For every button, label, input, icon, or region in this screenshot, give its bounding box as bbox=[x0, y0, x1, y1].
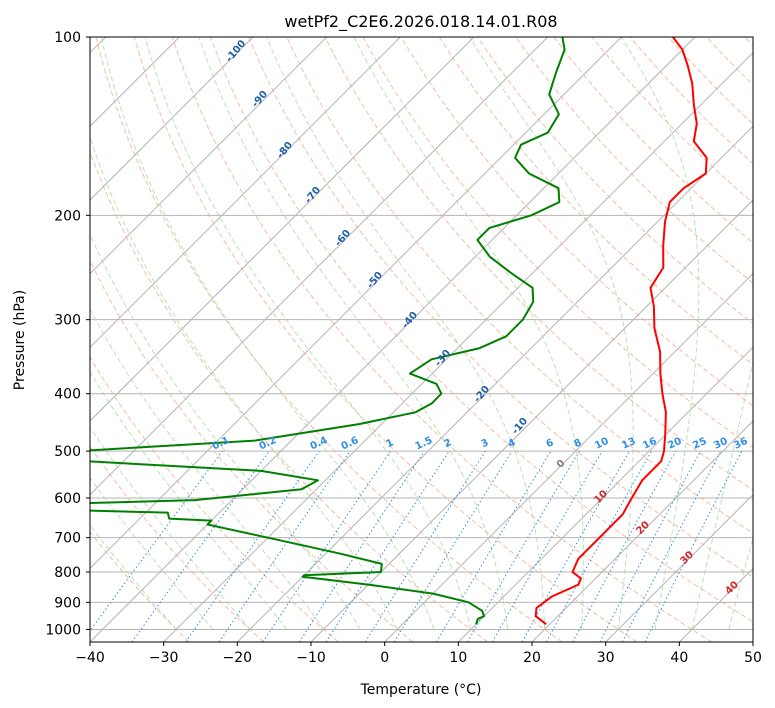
temperature-profile-line bbox=[534, 37, 708, 625]
mixing-ratio-line bbox=[572, 450, 677, 642]
y-tick-label: 100 bbox=[54, 30, 81, 46]
isotherm-line bbox=[90, 37, 549, 496]
x-tick-label: 30 bbox=[597, 650, 615, 666]
mixing-ratio-line bbox=[364, 450, 486, 642]
y-tick-label: 600 bbox=[54, 491, 81, 507]
moist-adiabat-line bbox=[144, 37, 472, 630]
mixing-ratio-line bbox=[90, 450, 223, 632]
moist-adiabat-line bbox=[100, 37, 435, 630]
mixing-ratio-label: 36 bbox=[732, 436, 749, 452]
x-tick-label: −30 bbox=[149, 650, 179, 666]
y-tick-label: 700 bbox=[54, 531, 81, 547]
mixing-ratio-label: 1 bbox=[384, 437, 395, 450]
dry-adiabat-line bbox=[95, 37, 563, 642]
dry-adiabat-line bbox=[90, 150, 488, 642]
isotherm-line bbox=[90, 37, 622, 570]
dry-adiabat-line bbox=[171, 37, 712, 642]
grid-layer bbox=[90, 37, 753, 642]
moist-adiabat-line bbox=[353, 37, 584, 630]
dry-adiabat-line bbox=[362, 37, 753, 449]
mixing-ratio-line bbox=[435, 450, 552, 642]
dry-adiabat-line bbox=[477, 37, 753, 325]
mixing-ratio-label: 25 bbox=[691, 436, 708, 452]
x-tick-label: 0 bbox=[380, 650, 389, 666]
dry-adiabat-line bbox=[324, 37, 753, 491]
mixing-ratio-label: 6 bbox=[544, 437, 555, 450]
x-tick-label: 20 bbox=[523, 650, 541, 666]
dry-adiabat-line bbox=[553, 37, 753, 244]
y-axis-label: Pressure (hPa) bbox=[12, 290, 28, 390]
mixing-ratio-line bbox=[467, 450, 580, 642]
isotherm-line bbox=[605, 493, 753, 642]
mixing-ratio-line bbox=[393, 450, 513, 642]
y-tick-label: 500 bbox=[54, 444, 81, 460]
mixing-ratio-label: 8 bbox=[572, 437, 583, 450]
mixing-ratio-label: 4 bbox=[506, 437, 517, 450]
plot-frame bbox=[89, 36, 754, 643]
isotherm-line bbox=[90, 37, 328, 275]
isotherm-line bbox=[163, 51, 753, 642]
isotherm-line bbox=[90, 37, 254, 201]
moist-adiabat-line bbox=[90, 308, 324, 630]
isotherm-line bbox=[384, 272, 753, 642]
dry-adiabat-line bbox=[438, 37, 753, 365]
moist-adiabat-line bbox=[90, 232, 361, 630]
mixing-ratio-label: 2 bbox=[442, 437, 453, 450]
dry-adiabat-line bbox=[591, 37, 753, 204]
isotherm-line bbox=[90, 37, 401, 349]
mixing-ratio-line bbox=[218, 450, 351, 642]
y-tick-label: 900 bbox=[54, 595, 81, 611]
isotherm-line bbox=[531, 420, 753, 642]
isotherm-line bbox=[236, 125, 753, 642]
mixing-ratio-label: 3 bbox=[479, 437, 490, 450]
mixing-ratio-label: 16 bbox=[641, 436, 658, 452]
y-tick-label: 1000 bbox=[45, 622, 81, 638]
y-axis: 1000 900 800 700 600 500 400 300 200 100 bbox=[45, 30, 90, 638]
dewpoint-profile-line bbox=[90, 37, 566, 625]
moist-adiabat-line bbox=[691, 358, 753, 630]
x-tick-label: −20 bbox=[223, 650, 253, 666]
x-axis: −40 −30 −20 −10 0 10 20 30 40 50 bbox=[75, 642, 762, 666]
mixing-ratio-label: 13 bbox=[620, 436, 637, 452]
mixing-ratio-line bbox=[325, 450, 450, 642]
mixing-ratio-line bbox=[521, 450, 630, 642]
dry-adiabat-line bbox=[248, 37, 753, 578]
mixing-ratio-line bbox=[185, 450, 320, 642]
mixing-ratio-label: 10 bbox=[593, 436, 610, 452]
dry-adiabat-line bbox=[133, 37, 638, 642]
moist-adiabat-line bbox=[469, 37, 634, 630]
moist-adiabat-line bbox=[266, 37, 546, 630]
isotherm-line bbox=[457, 346, 753, 642]
y-tick-label: 800 bbox=[54, 565, 81, 581]
y-tick-label: 200 bbox=[54, 208, 81, 224]
mixing-ratio-line bbox=[131, 450, 270, 642]
moist-adiabat-line bbox=[198, 37, 509, 630]
chart-title: wetPf2_C2E6.2026.018.14.01.R08 bbox=[284, 12, 557, 32]
dry-adiabat-line bbox=[286, 37, 753, 534]
x-tick-label: −40 bbox=[75, 650, 105, 666]
x-tick-label: 50 bbox=[744, 650, 762, 666]
x-tick-label: 40 bbox=[670, 650, 688, 666]
dry-adiabat-line bbox=[400, 37, 753, 407]
isotherm-line bbox=[90, 37, 696, 642]
dry-adiabat-line bbox=[90, 356, 339, 642]
isotherm-line bbox=[90, 37, 475, 422]
y-tick-label: 400 bbox=[54, 387, 81, 403]
mixing-ratio-line bbox=[491, 450, 603, 642]
series-layer bbox=[90, 37, 708, 625]
y-tick-label: 300 bbox=[54, 313, 81, 329]
dry-adiabat-line bbox=[210, 37, 753, 623]
dry-adiabat-line bbox=[90, 531, 190, 642]
dry-adiabat-line bbox=[90, 259, 414, 642]
moist-adiabat-line bbox=[620, 37, 700, 630]
mixing-ratio-label: 20 bbox=[666, 436, 683, 452]
moist-adiabat-line bbox=[728, 536, 753, 630]
mixing-ratio-label: 30 bbox=[712, 436, 729, 452]
x-tick-label: −10 bbox=[296, 650, 326, 666]
x-tick-label: 10 bbox=[449, 650, 467, 666]
mixing-ratio-line bbox=[545, 450, 653, 642]
x-axis-label: Temperature (°C) bbox=[360, 682, 482, 698]
